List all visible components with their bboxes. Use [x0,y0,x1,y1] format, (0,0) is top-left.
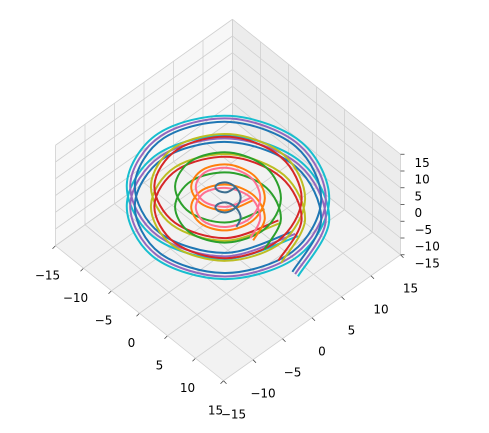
tick-mark [223,380,227,385]
tick-mark [192,357,196,362]
tick-mark [164,335,168,340]
x-tick-label: −10 [63,291,88,305]
x-tick-label: −15 [35,268,60,282]
z-tick-label: 0 [415,206,423,220]
x-tick-label: 5 [156,358,164,372]
x-tick-label: 15 [208,403,223,417]
tick-mark [252,359,257,364]
y-tick-label: −15 [221,407,246,421]
helix-line [190,163,266,241]
grid-line [232,69,401,205]
helix-line [133,120,323,274]
grid-line [55,18,233,146]
y-tick-label: 0 [318,344,326,358]
tick-mark [80,267,84,272]
y-tick-label: −5 [284,365,302,379]
helix-line [194,166,262,239]
z-tick-label: −15 [415,256,440,270]
x-tick-label: 0 [128,336,136,350]
x-tick-label: 10 [180,381,195,395]
grid-line [55,245,224,382]
y-tick-label: −10 [250,386,275,400]
z-tick-label: −10 [415,240,440,254]
grid-line [232,85,401,222]
tick-mark [370,275,375,280]
grid-line [232,35,401,172]
z-tick-label: −5 [415,223,433,237]
helix-line [214,181,242,228]
grid-line [232,52,401,189]
helix-line [174,151,282,250]
grid-line [143,182,313,319]
grid-line [84,224,254,361]
tick-mark [341,296,345,301]
grid-line [55,69,233,196]
tick-mark [311,317,316,322]
y-tick-label: 5 [348,323,356,337]
grid-line [55,35,233,163]
grid-line [232,18,401,155]
helix-line [153,135,303,262]
y-tick-label: 15 [403,281,418,295]
z-tick-label: 5 [415,189,423,203]
z-tick-label: 10 [415,173,430,187]
tick-mark [282,338,286,343]
tick-mark [52,245,56,250]
x-tick-label: −5 [95,313,113,327]
y-tick-label: 10 [373,302,388,316]
tick-mark [136,312,140,317]
tick-mark [220,380,224,385]
tick-mark [108,290,112,295]
tick-mark [400,254,404,259]
grid-line [55,52,233,180]
grid-line [55,85,233,213]
grid-line [202,140,372,277]
z-tick-label: 15 [415,156,430,170]
